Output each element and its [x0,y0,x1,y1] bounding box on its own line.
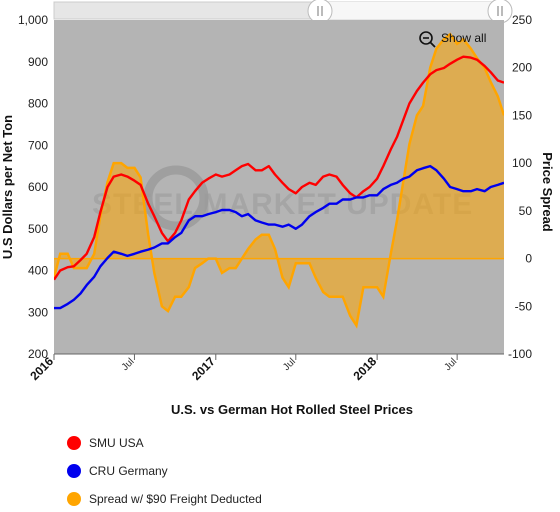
legend-label: CRU Germany [89,464,168,478]
y-axis-left: 200 300 400 500 600 700 800 900 1,000 [18,13,48,361]
series-line-cru-germany [54,164,504,310]
series-layer [54,32,504,329]
y-tick-label-left: 500 [28,222,48,236]
legend-label: SMU USA [89,436,144,450]
navigator-handle-right[interactable] [487,0,513,24]
y-tick-label-right: -50 [515,299,533,313]
y-tick-label-left: 900 [28,55,48,69]
chart-title: U.S. vs German Hot Rolled Steel Prices [171,402,413,417]
y-tick-label-right: 50 [519,204,533,218]
y-tick-label-right: 100 [512,156,532,170]
zoom-out-icon [419,31,436,48]
legend-item[interactable]: Spread w/ $90 Freight Deducted [67,492,262,506]
y-axis-title-right: Price Spread [540,152,555,232]
legend-label: Spread w/ $90 Freight Deducted [89,492,262,506]
legend-marker [67,492,81,506]
y-tick-label-left: 1,000 [18,13,48,27]
show-all-button[interactable]: Show all [419,31,486,48]
x-tick-label: 2017 [189,354,218,383]
y-tick-label-left: 600 [28,180,48,194]
legend-item[interactable]: CRU Germany [67,464,168,478]
y-tick-label-left: 700 [28,138,48,152]
y-tick-label-left: 400 [28,264,48,278]
y-tick-label-left: 200 [28,347,48,361]
x-axis: 2016 Jul 2017 Jul 2018 Jul [27,353,504,383]
y-tick-label-right: 200 [512,61,532,75]
y-tick-label-left: 800 [28,97,48,111]
y-tick-label-right: 0 [525,252,532,266]
legend-item[interactable]: SMU USA [67,436,144,450]
y-tick-label-left: 300 [28,305,48,319]
show-all-label: Show all [441,31,486,45]
legend-marker [67,464,81,478]
y-tick-label-right: -100 [508,347,532,361]
series-line-smu-usa [54,55,504,281]
x-tick-label: 2018 [350,354,379,383]
legend: SMU USA CRU Germany Spread w/ $90 Freight … [67,436,262,506]
y-axis-title-left: U.S Dollars per Net Ton [0,115,15,259]
y-tick-label-right: 250 [512,13,532,27]
legend-marker [67,436,81,450]
y-axis-right: -100 -50 0 50 100 150 200 250 [508,13,532,361]
y-tick-label-right: 150 [512,108,532,122]
navigator-handle-left[interactable] [307,0,333,24]
navigator-bar[interactable] [53,0,513,24]
